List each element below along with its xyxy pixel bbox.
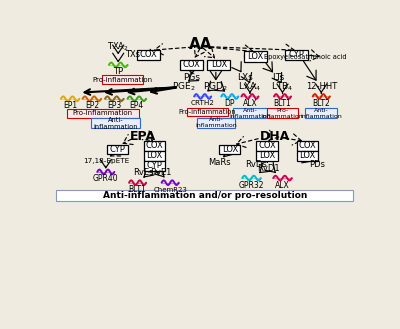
Text: LOX: LOX bbox=[247, 52, 264, 61]
Text: EP4: EP4 bbox=[130, 101, 144, 110]
Text: Anti-
inflammation: Anti- inflammation bbox=[94, 117, 138, 130]
Text: ALX: ALX bbox=[242, 99, 257, 108]
Text: Anti-inflammation and/or pro-resolution: Anti-inflammation and/or pro-resolution bbox=[103, 191, 307, 200]
Text: TXs: TXs bbox=[125, 50, 140, 59]
FancyBboxPatch shape bbox=[219, 145, 240, 154]
Text: CYP: CYP bbox=[110, 145, 125, 154]
FancyBboxPatch shape bbox=[244, 51, 267, 62]
Text: COX: COX bbox=[258, 141, 276, 150]
Text: LOX: LOX bbox=[299, 151, 316, 160]
Text: CYP: CYP bbox=[288, 50, 304, 59]
FancyBboxPatch shape bbox=[137, 50, 160, 60]
Text: EP2: EP2 bbox=[85, 101, 99, 110]
Text: Anti-
inflammation: Anti- inflammation bbox=[300, 108, 342, 119]
Text: EP1: EP1 bbox=[63, 101, 77, 110]
Text: GPR40: GPR40 bbox=[93, 174, 119, 183]
FancyBboxPatch shape bbox=[256, 151, 278, 161]
Text: EPA: EPA bbox=[130, 130, 156, 143]
Text: BLT2: BLT2 bbox=[312, 99, 330, 108]
Text: Epoxyeicosatrienoic acid: Epoxyeicosatrienoic acid bbox=[264, 54, 347, 60]
Text: Pro-inflammation: Pro-inflammation bbox=[178, 109, 236, 115]
Text: 12-HHT: 12-HHT bbox=[306, 82, 337, 91]
FancyBboxPatch shape bbox=[144, 151, 165, 161]
Text: EP3: EP3 bbox=[107, 101, 122, 110]
Text: Anti-
inflammation: Anti- inflammation bbox=[229, 108, 271, 119]
Text: RvEs: RvEs bbox=[134, 168, 154, 177]
Text: 17,18-EpETE: 17,18-EpETE bbox=[83, 158, 129, 164]
Text: Pro-inflammation: Pro-inflammation bbox=[73, 111, 133, 116]
Text: TXA$_2$: TXA$_2$ bbox=[107, 40, 129, 53]
FancyBboxPatch shape bbox=[256, 141, 278, 151]
Text: PGs: PGs bbox=[183, 73, 200, 82]
FancyBboxPatch shape bbox=[107, 145, 128, 154]
FancyBboxPatch shape bbox=[67, 109, 139, 118]
FancyBboxPatch shape bbox=[187, 108, 228, 116]
Text: DHA: DHA bbox=[260, 130, 290, 143]
Text: GPR32: GPR32 bbox=[239, 181, 264, 190]
Text: LOX: LOX bbox=[259, 151, 275, 160]
FancyBboxPatch shape bbox=[267, 108, 298, 118]
Text: COX: COX bbox=[140, 50, 157, 59]
FancyBboxPatch shape bbox=[144, 141, 165, 151]
Text: RvDs: RvDs bbox=[245, 160, 267, 169]
Text: LXs: LXs bbox=[238, 73, 253, 83]
Text: CYP: CYP bbox=[147, 161, 162, 170]
Text: LTB$_4$: LTB$_4$ bbox=[271, 80, 294, 93]
Text: BLT1: BLT1 bbox=[274, 99, 291, 108]
FancyBboxPatch shape bbox=[144, 161, 165, 171]
Text: LOX: LOX bbox=[222, 145, 238, 154]
Text: BLT1: BLT1 bbox=[129, 185, 146, 194]
FancyBboxPatch shape bbox=[297, 141, 318, 151]
Text: LTs: LTs bbox=[272, 73, 284, 83]
FancyBboxPatch shape bbox=[305, 108, 337, 118]
Text: DP: DP bbox=[224, 99, 235, 108]
Text: LXA$_4$: LXA$_4$ bbox=[238, 80, 262, 93]
FancyBboxPatch shape bbox=[102, 75, 143, 84]
FancyBboxPatch shape bbox=[285, 50, 308, 60]
Text: COX: COX bbox=[146, 141, 164, 150]
FancyBboxPatch shape bbox=[56, 190, 354, 201]
Text: MaRs: MaRs bbox=[208, 158, 230, 167]
Text: Anti-
inflammation: Anti- inflammation bbox=[195, 117, 237, 128]
Text: CRTH2: CRTH2 bbox=[191, 100, 215, 106]
Text: ALX: ALX bbox=[275, 181, 290, 190]
Text: LOX: LOX bbox=[211, 61, 227, 69]
FancyBboxPatch shape bbox=[232, 108, 267, 118]
Text: Pro-
inflammation: Pro- inflammation bbox=[262, 108, 303, 119]
Text: COX: COX bbox=[298, 141, 316, 150]
Text: LOX: LOX bbox=[146, 151, 163, 160]
FancyBboxPatch shape bbox=[197, 118, 235, 128]
FancyBboxPatch shape bbox=[92, 118, 140, 128]
Text: ChemR23: ChemR23 bbox=[153, 187, 187, 193]
Text: Pro-inflammation: Pro-inflammation bbox=[92, 77, 152, 83]
Text: PDs: PDs bbox=[309, 160, 325, 169]
Text: TP: TP bbox=[113, 66, 123, 76]
Text: RvD1: RvD1 bbox=[257, 164, 280, 173]
FancyBboxPatch shape bbox=[180, 60, 203, 70]
Text: AA: AA bbox=[189, 38, 213, 52]
FancyBboxPatch shape bbox=[297, 151, 318, 161]
Text: COX: COX bbox=[183, 61, 201, 69]
Text: PGE$_2$: PGE$_2$ bbox=[172, 80, 195, 93]
Text: PGD$_2$: PGD$_2$ bbox=[204, 80, 228, 93]
FancyBboxPatch shape bbox=[208, 60, 230, 70]
Text: RvE1: RvE1 bbox=[150, 168, 172, 177]
